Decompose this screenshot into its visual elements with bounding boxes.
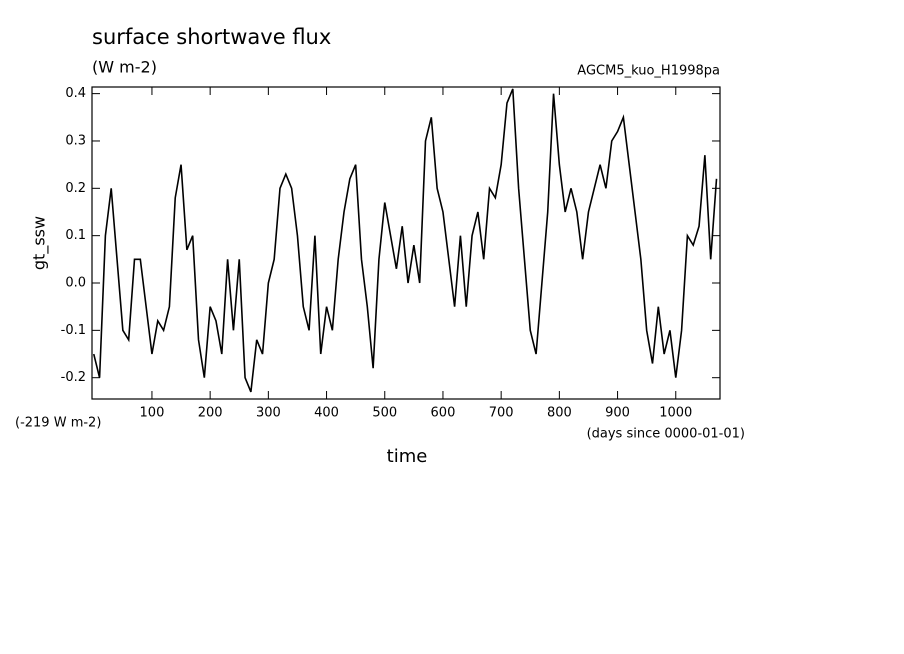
y-tick-label: 0.4 xyxy=(65,86,86,101)
x-tick-label: 400 xyxy=(314,406,339,421)
y-tick-label: -0.2 xyxy=(61,370,86,385)
y-tick-label: 0.0 xyxy=(65,276,86,291)
x-tick-label: 600 xyxy=(431,406,456,421)
x-tick-label: 1000 xyxy=(659,406,692,421)
y-tick-label: 0.1 xyxy=(65,228,86,243)
x-tick-label: 700 xyxy=(489,406,514,421)
y-tick-label: 0.2 xyxy=(65,181,86,196)
y-tick-label: -0.1 xyxy=(61,323,86,338)
x-tick-label: 800 xyxy=(547,406,572,421)
model-name: AGCM5_kuo_H1998pa xyxy=(577,64,720,79)
x-tick-label: 200 xyxy=(198,406,223,421)
x-tick-label: 300 xyxy=(256,406,281,421)
x-units: (days since 0000-01-01) xyxy=(587,427,745,442)
offset-note: (-219 W m-2) xyxy=(15,416,101,431)
y-tick-label: 0.3 xyxy=(65,133,86,148)
chart-title: surface shortwave flux xyxy=(92,25,331,49)
x-tick-label: 900 xyxy=(605,406,630,421)
x-tick-label: 100 xyxy=(140,406,165,421)
data-line xyxy=(92,88,718,393)
chart-subtitle: (W m-2) xyxy=(92,58,157,77)
x-axis-label: time xyxy=(387,446,428,467)
x-tick-label: 500 xyxy=(372,406,397,421)
plot-frame xyxy=(91,86,721,400)
y-axis-label: gt_ssw xyxy=(30,216,50,270)
